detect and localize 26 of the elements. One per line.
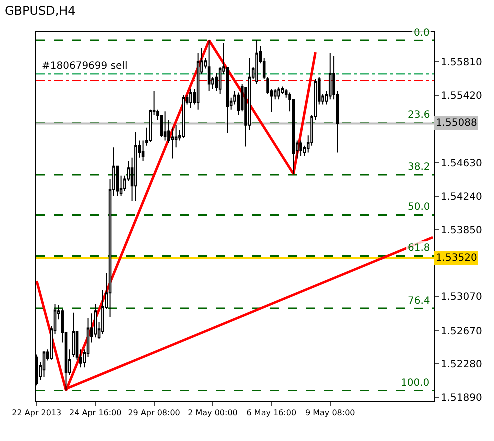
annotation: 23.6 bbox=[408, 110, 430, 121]
y-tick-label: 1.53070 bbox=[441, 292, 482, 304]
x-tick-label: 29 Apr 08:00 bbox=[128, 408, 180, 418]
ref-line-label: #180679699 sell bbox=[42, 61, 128, 72]
x-tick-label: 22 Apr 2013 bbox=[12, 408, 62, 418]
annotation: 61.8 bbox=[408, 243, 430, 254]
x-tick-label: 9 May 08:00 bbox=[305, 408, 356, 418]
x-tick-label: 24 Apr 16:00 bbox=[70, 408, 122, 418]
y-tick-label: 1.51890 bbox=[441, 393, 482, 404]
annotation: 100.0 bbox=[401, 378, 430, 389]
ref-line-label: 1.55088 bbox=[436, 118, 478, 129]
y-tick-label: 1.55420 bbox=[441, 90, 482, 102]
annotation: 38.2 bbox=[408, 162, 430, 173]
y-tick-label: 1.54630 bbox=[441, 158, 482, 170]
x-tick-label: 6 May 16:00 bbox=[246, 408, 297, 418]
y-tick-label: 1.52280 bbox=[441, 360, 482, 371]
y-tick-label: 1.54240 bbox=[441, 192, 482, 203]
ref-line-label: 1.53520 bbox=[436, 253, 478, 264]
annotation: 76.4 bbox=[408, 296, 430, 307]
y-tick-label: 1.55810 bbox=[441, 57, 482, 68]
chart-title: GBPUSD,H4 bbox=[4, 4, 76, 18]
annotation: 0.0 bbox=[414, 28, 430, 39]
y-tick-label: 1.53850 bbox=[441, 225, 482, 236]
y-tick-label: 1.52670 bbox=[441, 326, 482, 338]
annotation: 50.0 bbox=[408, 202, 430, 213]
x-tick-label: 2 May 00:00 bbox=[188, 408, 238, 418]
